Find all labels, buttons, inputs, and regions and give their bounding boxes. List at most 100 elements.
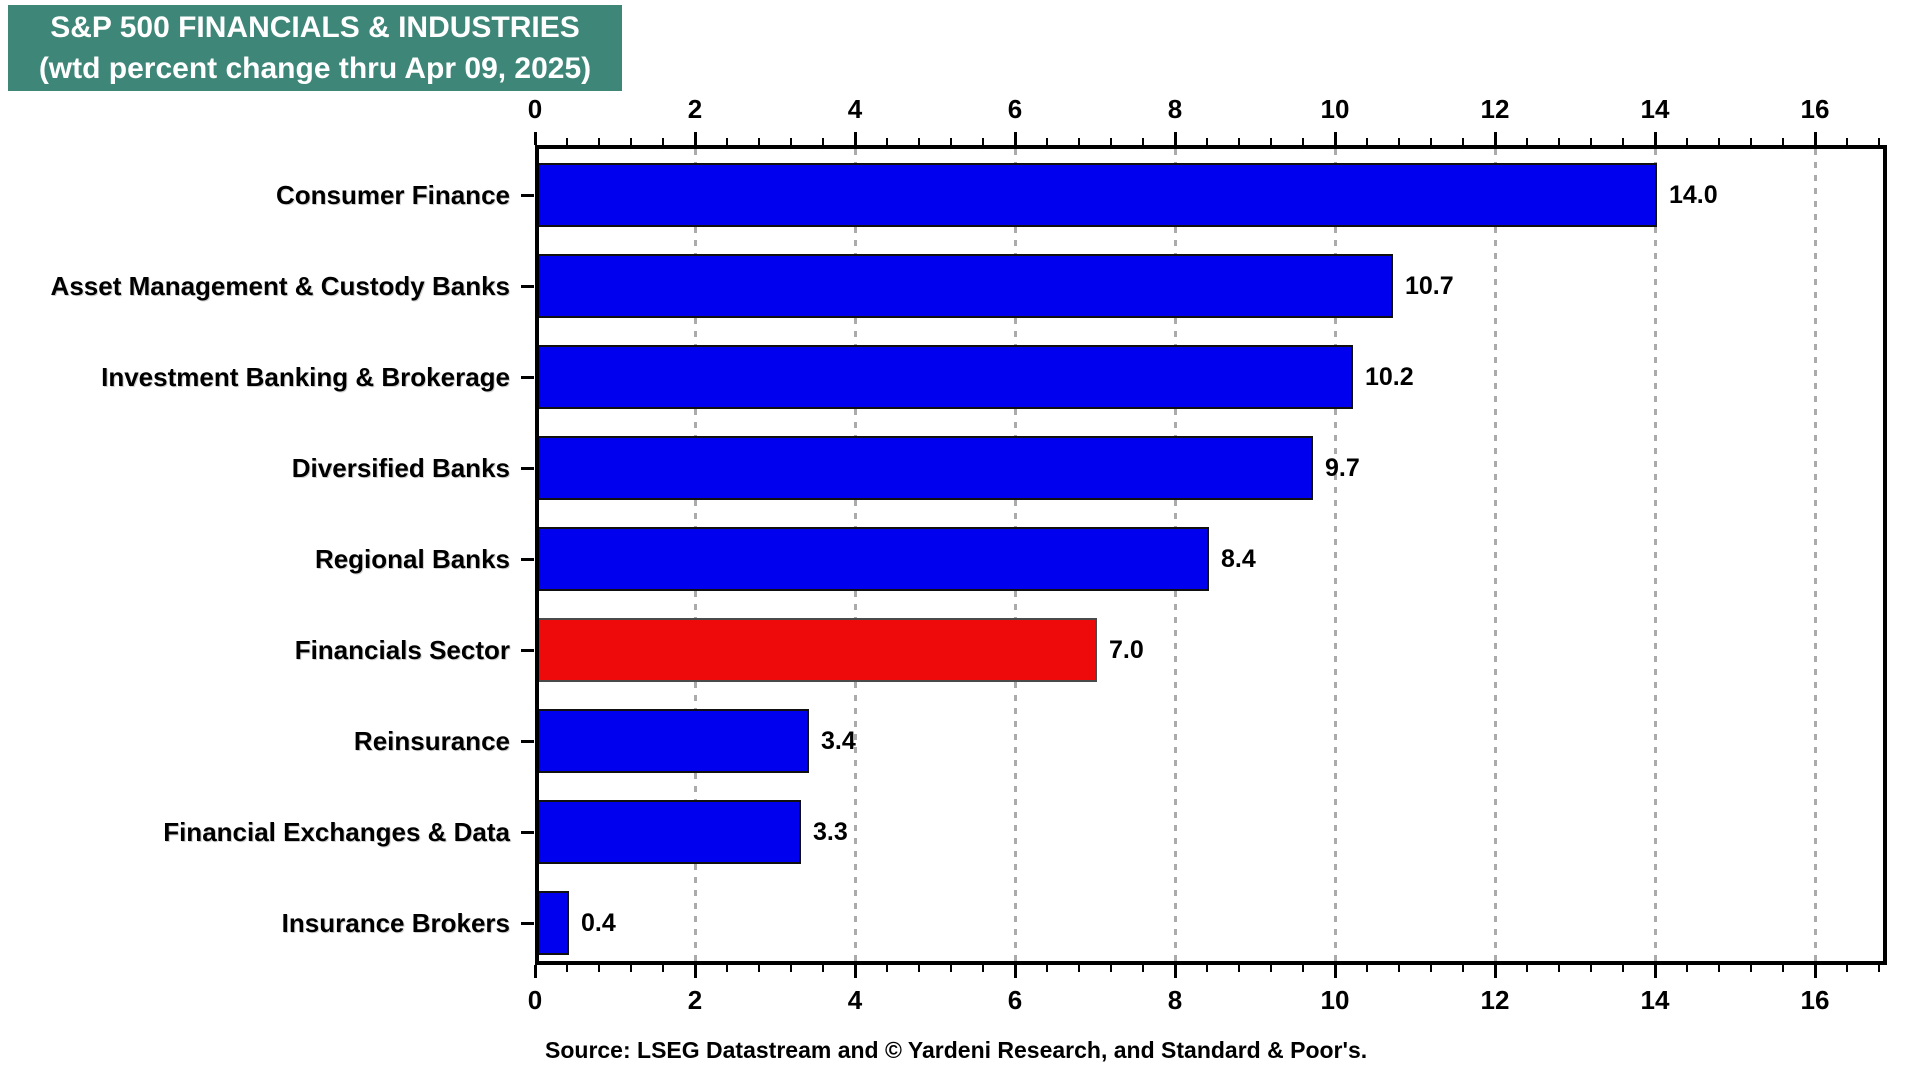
x-axis-tick (1046, 138, 1048, 145)
x-axis-tick (533, 965, 537, 978)
bar-value-label: 3.3 (813, 818, 848, 847)
x-axis-tick-label: 0 (527, 94, 543, 124)
x-axis-tick-label: 16 (1800, 985, 1830, 1015)
chart-title-box: S&P 500 FINANCIALS & INDUSTRIES (wtd per… (8, 5, 622, 91)
category-tick (521, 466, 534, 470)
bar-financials-sector (537, 618, 1097, 683)
x-axis-tick-label: 6 (1007, 94, 1023, 124)
x-axis-tick (1398, 138, 1400, 145)
x-axis-tick (1782, 138, 1784, 145)
x-axis-tick (1590, 138, 1592, 145)
x-axis-tick (790, 138, 792, 145)
x-axis-tick (1782, 965, 1784, 972)
x-axis-tick (566, 965, 568, 972)
bar-value-label: 8.4 (1221, 545, 1256, 573)
x-axis-tick (1078, 965, 1080, 972)
x-axis-tick (886, 965, 888, 972)
x-axis-tick (1398, 965, 1400, 972)
x-axis-tick (566, 138, 568, 145)
category-label: Consumer Finance (275, 179, 510, 210)
category-tick (521, 284, 534, 288)
x-axis-tick (1238, 138, 1240, 145)
x-axis-tick (630, 138, 632, 145)
x-axis-tick (1238, 965, 1240, 972)
x-axis-tick-label: 8 (1167, 985, 1183, 1015)
x-axis-tick (1110, 138, 1112, 145)
x-axis-tick (1622, 138, 1624, 145)
x-axis-tick (853, 965, 857, 978)
x-axis-tick (1653, 965, 1657, 978)
x-axis-tick (1653, 132, 1657, 145)
x-axis-tick-label: 2 (687, 94, 703, 124)
x-axis-tick (1142, 965, 1144, 972)
x-axis-tick-label: 4 (847, 985, 863, 1015)
category-label: Asset Management & Custody Banks (50, 270, 510, 301)
x-axis-tick (1878, 138, 1880, 145)
x-axis-tick (1173, 132, 1177, 145)
x-axis-tick-label: 10 (1320, 94, 1350, 124)
x-axis-tick (1206, 965, 1208, 972)
bar-value-label: 3.4 (821, 727, 856, 756)
x-axis-tick (1686, 138, 1688, 145)
x-axis-tick (1366, 138, 1368, 145)
x-axis-tick (758, 138, 760, 145)
x-axis-tick (1718, 965, 1720, 972)
bar-financial-exchanges-data (537, 800, 801, 865)
x-axis-tick-label: 14 (1640, 985, 1670, 1015)
bar-value-label: 10.2 (1365, 362, 1414, 391)
plot-frame (535, 145, 1887, 965)
x-axis-tick (918, 965, 920, 972)
category-tick (521, 375, 534, 379)
x-axis-tick (1366, 965, 1368, 972)
x-axis-tick-label: 14 (1640, 94, 1670, 124)
chart-title-line2: (wtd percent change thru Apr 09, 2025) (38, 52, 592, 85)
grid-line (1814, 149, 1817, 961)
x-axis-tick-label: 10 (1320, 985, 1350, 1015)
x-axis-tick (693, 132, 697, 145)
x-axis-tick-label: 16 (1800, 94, 1830, 124)
x-axis-tick (1813, 132, 1817, 145)
category-label: Diversified Banks (291, 452, 510, 483)
x-axis-tick (1526, 965, 1528, 972)
x-axis-tick (1078, 138, 1080, 145)
bar-value-label: 9.7 (1325, 453, 1360, 482)
x-axis-tick (1333, 132, 1337, 145)
category-tick (521, 558, 534, 561)
x-axis-tick (1046, 965, 1048, 972)
category-tick (521, 922, 534, 926)
bar-reinsurance (537, 709, 809, 774)
x-axis-tick (918, 138, 920, 145)
bar-value-label: 7.0 (1109, 636, 1144, 665)
x-axis-tick (1558, 965, 1560, 972)
x-axis-tick (1846, 965, 1848, 972)
category-label: Insurance Brokers (281, 908, 510, 939)
x-axis-tick (1110, 965, 1112, 972)
category-label: Investment Banking & Brokerage (101, 361, 510, 392)
x-axis-tick (1302, 965, 1304, 972)
category-tick (521, 740, 534, 744)
x-axis-tick (886, 138, 888, 145)
bar-diversified-banks (537, 435, 1313, 500)
x-axis-tick-label: 6 (1007, 985, 1023, 1015)
bar-value-label: 0.4 (581, 909, 616, 938)
category-label: Reinsurance (353, 726, 510, 757)
x-axis-tick (1206, 138, 1208, 145)
x-axis-tick-label: 8 (1167, 94, 1183, 124)
x-axis-tick (1493, 132, 1497, 145)
x-axis-tick (1333, 965, 1337, 978)
x-axis-tick-label: 4 (847, 94, 863, 124)
x-axis-tick (982, 138, 984, 145)
bar-consumer-finance (537, 162, 1657, 227)
x-axis-tick (1686, 965, 1688, 972)
x-axis-tick-label: 12 (1480, 985, 1510, 1015)
x-axis-tick (1302, 138, 1304, 145)
x-axis-tick (1493, 965, 1497, 978)
source-note: Source: LSEG Datastream and © Yardeni Re… (545, 1037, 1368, 1063)
x-axis-tick (1013, 965, 1017, 978)
bar-regional-banks (537, 527, 1209, 591)
category-tick (521, 649, 534, 653)
bar-asset-management-custody-banks (537, 253, 1393, 318)
grid-line (1654, 149, 1657, 961)
x-axis-tick (1430, 965, 1432, 972)
